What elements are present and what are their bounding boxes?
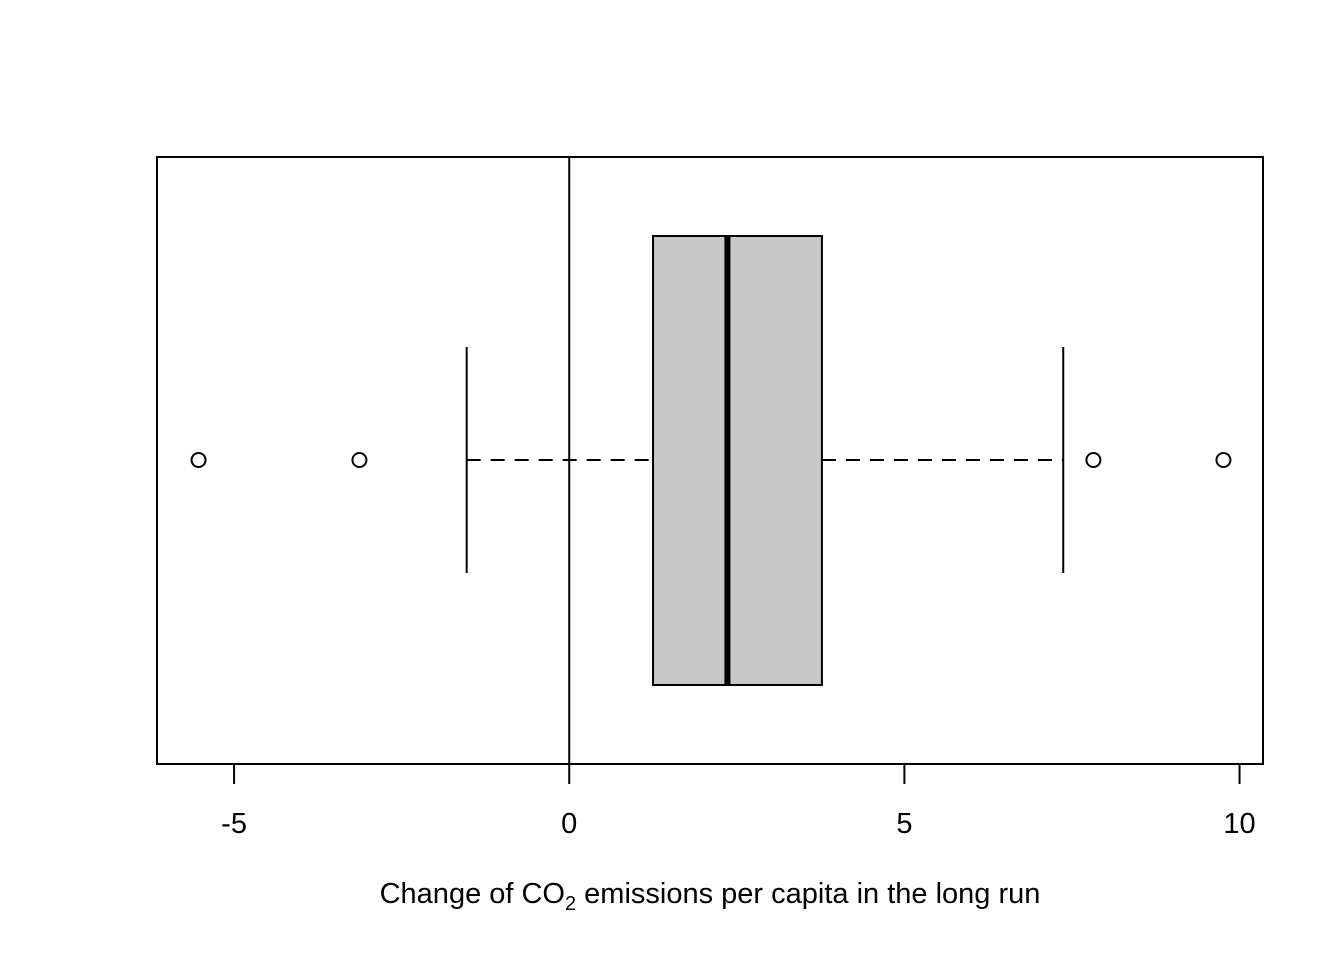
outlier-point-2 [351,452,368,468]
outlier-points [190,452,1232,468]
outlier-point-3 [1085,452,1102,468]
outlier-point-1 [190,452,207,468]
x-axis: -5 0 5 10 [221,764,1256,840]
x-tick-label: 10 [1223,808,1255,840]
x-tick-label: -5 [221,808,247,840]
plot-frame [156,156,1264,765]
x-axis-title: Change of CO2 emissions per capita in th… [380,878,1041,915]
interquartile-box [652,235,823,686]
x-tick-label: 0 [561,808,577,840]
outlier-point-4 [1215,452,1232,468]
x-tick-label: 5 [896,808,912,840]
